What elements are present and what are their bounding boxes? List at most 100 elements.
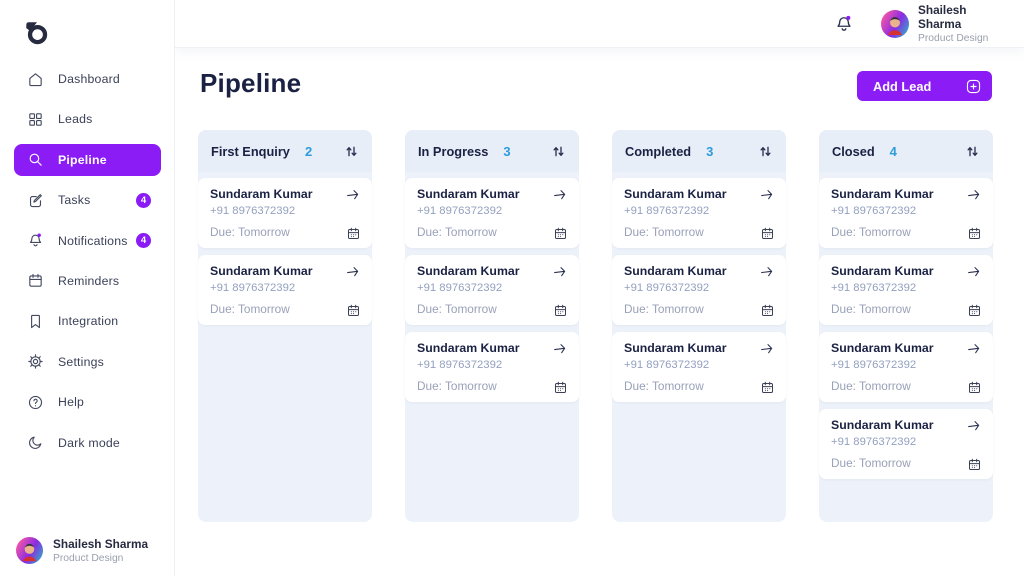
lead-card[interactable]: Sundaram Kumar +91 8976372392 Due: Tomor… xyxy=(819,178,993,248)
lead-card[interactable]: Sundaram Kumar +91 8976372392 Due: Tomor… xyxy=(612,332,786,402)
arrow-icon[interactable] xyxy=(759,341,775,357)
calendar-icon[interactable] xyxy=(760,380,775,395)
sidebar-item-settings[interactable]: Settings xyxy=(14,346,161,378)
column-header: Closed 4 xyxy=(819,130,993,172)
lead-phone: +91 8976372392 xyxy=(417,359,503,371)
column-count: 2 xyxy=(304,143,313,159)
lead-due: Due: Tomorrow xyxy=(831,456,911,470)
sidebar-item-dark-mode[interactable]: Dark mode xyxy=(14,427,161,459)
lead-phone: +91 8976372392 xyxy=(831,282,917,294)
lead-phone: +91 8976372392 xyxy=(417,282,503,294)
calendar-icon[interactable] xyxy=(760,303,775,318)
sidebar-item-leads[interactable]: Leads xyxy=(14,103,161,135)
user-role: Product Design xyxy=(918,33,989,44)
lead-phone: +91 8976372392 xyxy=(210,205,296,217)
column-count: 3 xyxy=(706,143,714,159)
lead-name: Sundaram Kumar xyxy=(831,187,934,201)
arrow-icon[interactable] xyxy=(552,187,568,203)
page-title: Pipeline xyxy=(200,68,302,98)
sidebar-item-notifications[interactable]: Notifications 4 xyxy=(14,225,161,257)
lead-card[interactable]: Sundaram Kumar +91 8976372392 Due: Tomor… xyxy=(405,178,579,248)
bell-icon[interactable] xyxy=(834,14,854,34)
lead-phone: +91 8976372392 xyxy=(624,359,710,371)
lead-card[interactable]: Sundaram Kumar +91 8976372392 Due: Tomor… xyxy=(612,255,786,325)
calendar-icon[interactable] xyxy=(967,457,982,472)
column-title: Completed xyxy=(625,143,692,159)
column-header: First Enquiry 2 xyxy=(198,130,372,172)
calendar-icon[interactable] xyxy=(760,226,775,241)
pipeline-board: First Enquiry 2 Sundaram Kumar +91 89763… xyxy=(198,130,993,522)
lead-due: Due: Tomorrow xyxy=(831,379,911,393)
sidebar-item-help[interactable]: Help xyxy=(14,386,161,418)
sort-icon[interactable] xyxy=(551,144,566,159)
arrow-icon[interactable] xyxy=(345,187,361,203)
calendar-icon xyxy=(27,272,44,289)
lead-name: Sundaram Kumar xyxy=(210,264,313,278)
sidebar-item-label: Notifications xyxy=(58,233,128,248)
add-lead-label: Add Lead xyxy=(873,78,932,94)
user-meta: Shailesh Sharma Product Design xyxy=(53,537,148,564)
calendar-icon[interactable] xyxy=(967,226,982,241)
lead-card[interactable]: Sundaram Kumar +91 8976372392 Due: Tomor… xyxy=(819,255,993,325)
arrow-icon[interactable] xyxy=(966,187,982,203)
arrow-icon[interactable] xyxy=(759,264,775,280)
sidebar-item-tasks[interactable]: Tasks 4 xyxy=(14,184,161,216)
sidebar-item-label: Reminders xyxy=(58,273,120,288)
calendar-icon[interactable] xyxy=(346,226,361,241)
calendar-icon[interactable] xyxy=(553,380,568,395)
arrow-icon[interactable] xyxy=(966,264,982,280)
lead-phone: +91 8976372392 xyxy=(831,359,917,371)
lead-card[interactable]: Sundaram Kumar +91 8976372392 Due: Tomor… xyxy=(198,255,372,325)
arrow-icon[interactable] xyxy=(966,418,982,434)
bell-icon xyxy=(27,232,44,249)
calendar-icon[interactable] xyxy=(553,303,568,318)
lead-card[interactable]: Sundaram Kumar +91 8976372392 Due: Tomor… xyxy=(819,332,993,402)
lead-phone: +91 8976372392 xyxy=(831,436,917,448)
lead-name: Sundaram Kumar xyxy=(417,187,520,201)
column-first-enquiry: First Enquiry 2 Sundaram Kumar +91 89763… xyxy=(198,130,372,522)
calendar-icon[interactable] xyxy=(346,303,361,318)
lead-phone: +91 8976372392 xyxy=(417,205,503,217)
lead-card[interactable]: Sundaram Kumar +91 8976372392 Due: Tomor… xyxy=(405,255,579,325)
column-count: 4 xyxy=(889,143,897,159)
lead-due: Due: Tomorrow xyxy=(624,302,704,316)
arrow-icon[interactable] xyxy=(552,264,568,280)
column-title: Closed xyxy=(832,143,875,159)
sidebar-item-dashboard[interactable]: Dashboard xyxy=(14,63,161,95)
sort-icon[interactable] xyxy=(965,144,980,159)
lead-name: Sundaram Kumar xyxy=(210,187,313,201)
arrow-icon[interactable] xyxy=(759,187,775,203)
sidebar-item-integration[interactable]: Integration xyxy=(14,305,161,337)
sort-icon[interactable] xyxy=(344,144,359,159)
lead-due: Due: Tomorrow xyxy=(831,302,911,316)
brand-logo[interactable] xyxy=(22,18,52,48)
sidebar-nav: Dashboard Leads Pipeline Tasks 4 Notif xyxy=(14,63,161,467)
lead-name: Sundaram Kumar xyxy=(831,418,934,432)
lead-name: Sundaram Kumar xyxy=(417,341,520,355)
arrow-icon[interactable] xyxy=(552,341,568,357)
add-lead-button[interactable]: Add Lead xyxy=(857,71,992,101)
calendar-icon[interactable] xyxy=(553,226,568,241)
calendar-icon[interactable] xyxy=(967,303,982,318)
calendar-icon[interactable] xyxy=(967,380,982,395)
sidebar: Dashboard Leads Pipeline Tasks 4 Notif xyxy=(0,0,175,576)
sidebar-item-pipeline[interactable]: Pipeline xyxy=(14,143,161,176)
lead-card[interactable]: Sundaram Kumar +91 8976372392 Due: Tomor… xyxy=(819,409,993,479)
arrow-icon[interactable] xyxy=(966,341,982,357)
user-name: Shailesh Sharma xyxy=(918,3,967,31)
sidebar-user[interactable]: Shailesh Sharma Product Design xyxy=(16,537,148,564)
sidebar-item-label: Dashboard xyxy=(58,72,120,86)
column-closed: Closed 4 Sundaram Kumar +91 8976372392 D… xyxy=(819,130,993,522)
sidebar-item-reminders[interactable]: Reminders xyxy=(14,265,161,297)
user-avatar[interactable] xyxy=(881,9,909,38)
lead-card[interactable]: Sundaram Kumar +91 8976372392 Due: Tomor… xyxy=(405,332,579,402)
sort-icon[interactable] xyxy=(758,144,773,159)
lead-card[interactable]: Sundaram Kumar +91 8976372392 Due: Tomor… xyxy=(612,178,786,248)
bookmark-icon xyxy=(27,313,44,330)
column-in-progress: In Progress 3 Sundaram Kumar +91 8976372… xyxy=(405,130,579,522)
arrow-icon[interactable] xyxy=(345,264,361,280)
lead-card[interactable]: Sundaram Kumar +91 8976372392 Due: Tomor… xyxy=(198,178,372,248)
sidebar-item-label: Dark mode xyxy=(58,435,120,450)
column-header: In Progress 3 xyxy=(405,130,579,172)
sidebar-item-label: Settings xyxy=(58,354,105,369)
